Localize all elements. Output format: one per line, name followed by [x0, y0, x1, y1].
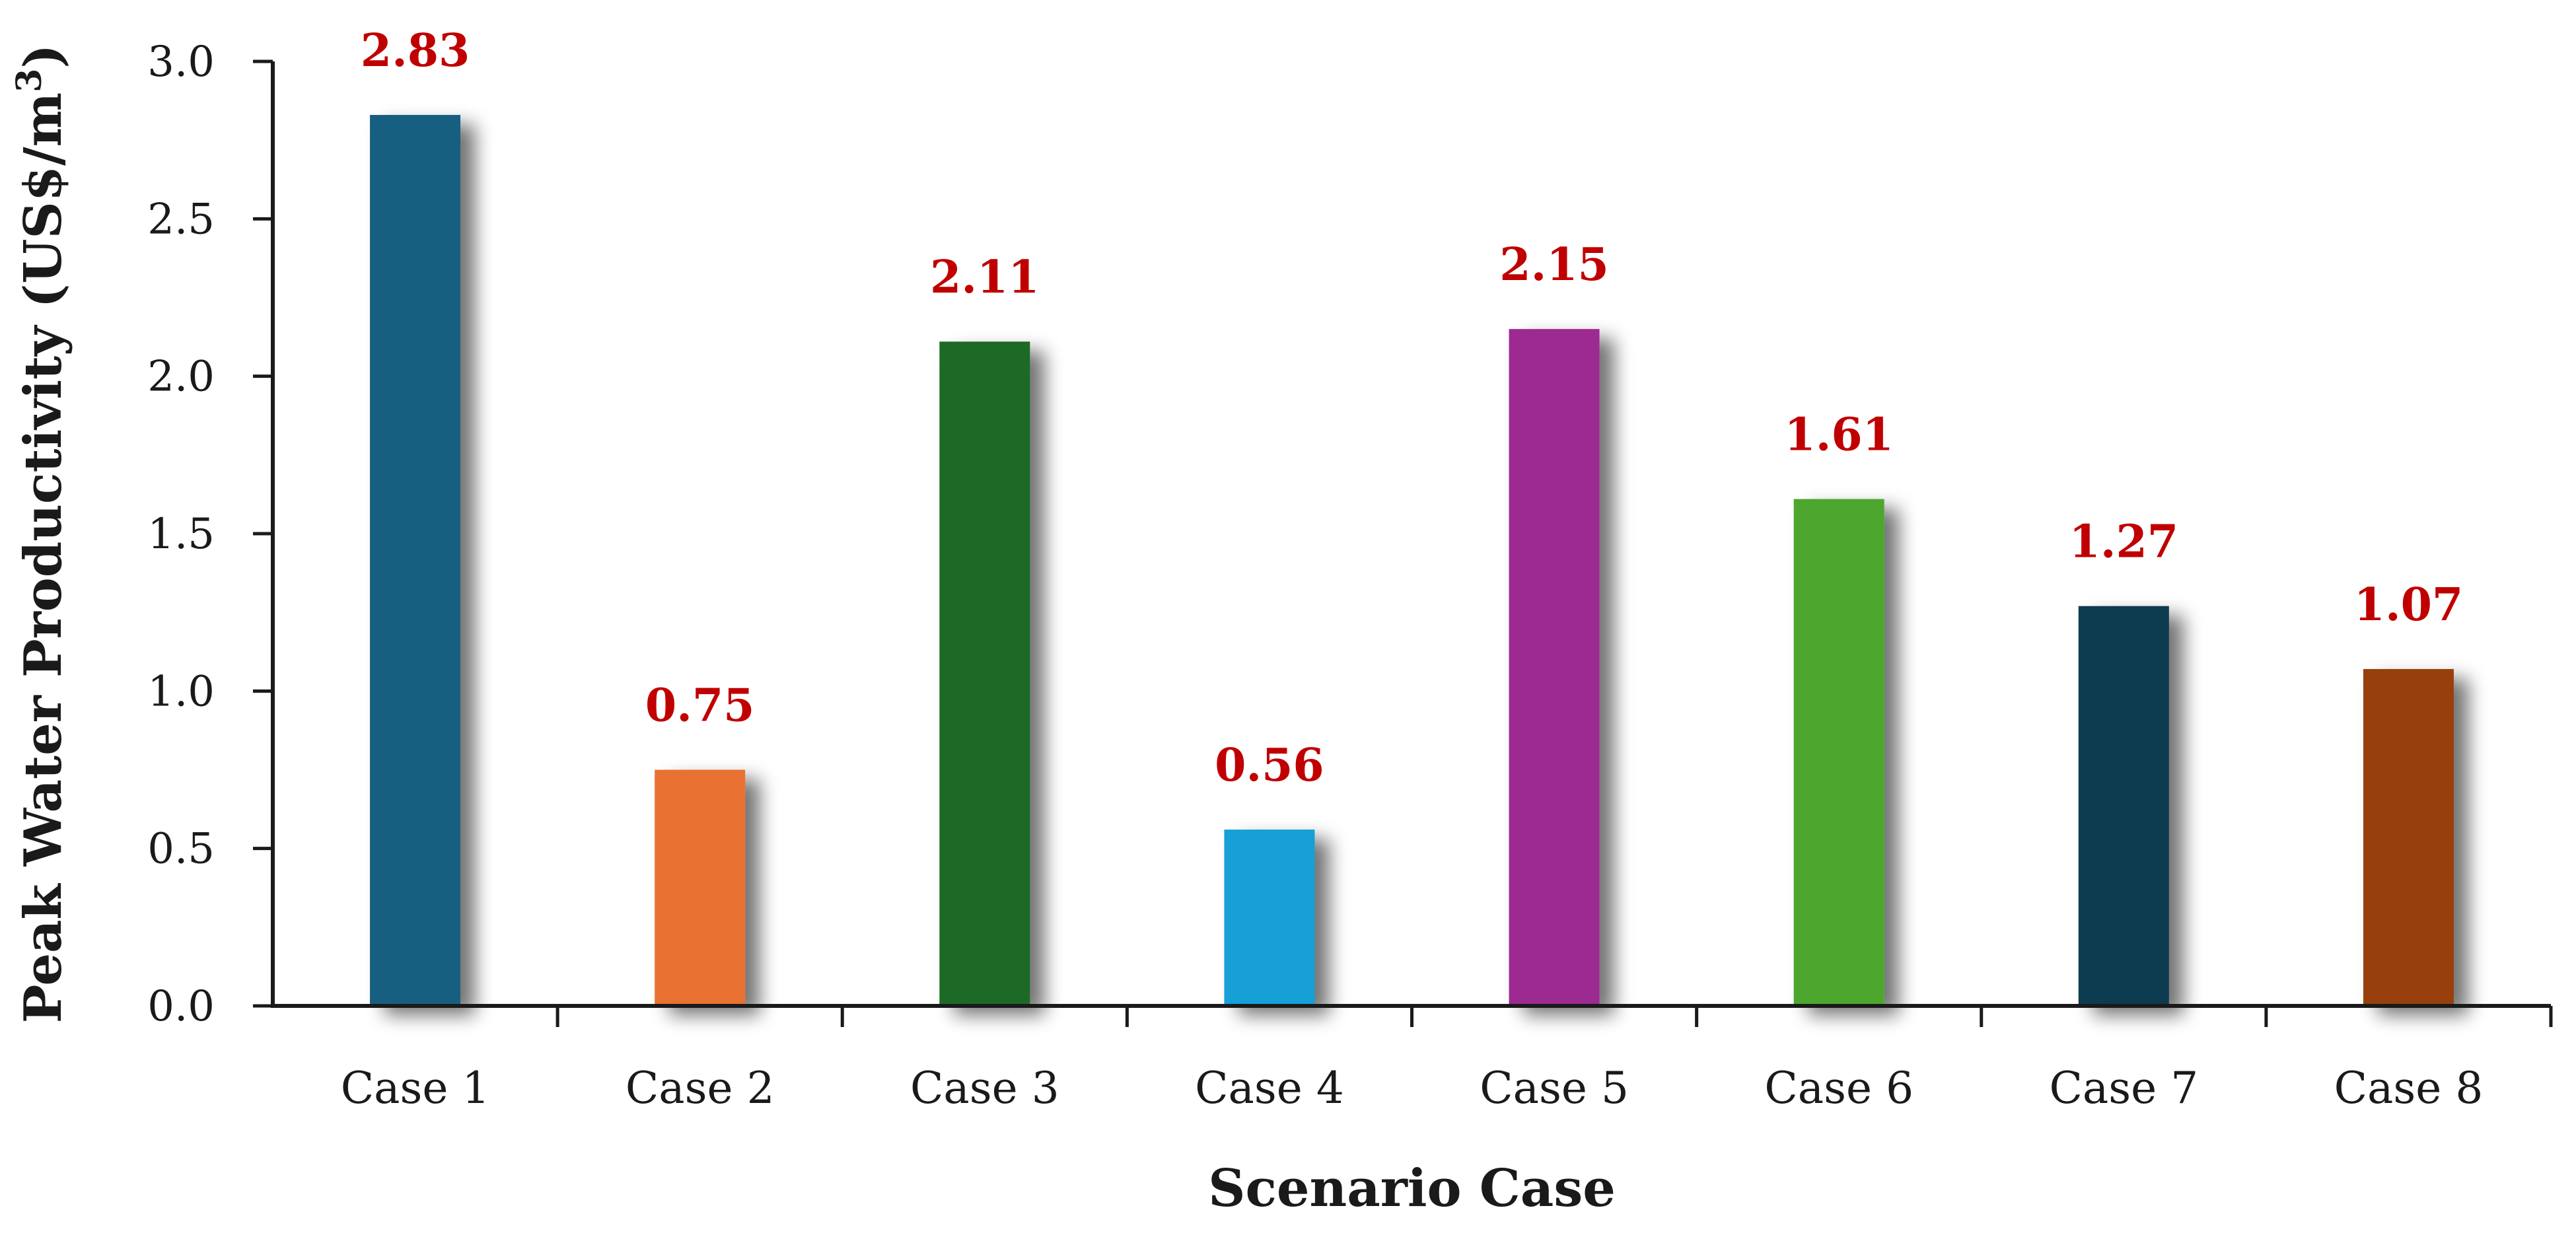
y-ticks-group: 0.0 0.5 1.0 1.5 2.0 2.5 3.0 — [147, 38, 273, 1031]
data-label-8: 1.07 — [2354, 579, 2464, 631]
x-category-label: Case 3 — [910, 1063, 1059, 1114]
y-axis-title: Peak Water Productivity (US$/m3) — [9, 44, 74, 1023]
bar-1 — [370, 115, 461, 1007]
y-tick-label: 1.5 — [147, 510, 215, 559]
y-axis-title-main: Peak Water Productivity (US$/m — [13, 92, 73, 1023]
data-label-5: 2.15 — [1499, 238, 1609, 291]
bar-8 — [2363, 668, 2454, 1006]
bars-group — [370, 115, 2454, 1007]
bar-7 — [2078, 606, 2169, 1006]
x-category-label: Case 1 — [341, 1063, 490, 1114]
x-category-label: Case 7 — [2049, 1063, 2198, 1114]
x-category-label: Case 2 — [626, 1063, 775, 1114]
axes-group — [271, 61, 2551, 1008]
bar-5 — [1509, 329, 1600, 1007]
y-tick-label: 0.0 — [147, 982, 215, 1031]
x-ticks-group: Case 1 Case 2 Case 3 Case 4 Case 5 Case 6 Case… — [341, 1006, 2553, 1114]
bar-2 — [655, 769, 746, 1006]
data-label-6: 1.61 — [1784, 409, 1894, 462]
y-tick-label: 2.0 — [147, 353, 215, 402]
y-tick-label: 2.5 — [147, 195, 215, 244]
data-label-1: 2.83 — [361, 24, 470, 77]
x-category-label: Case 5 — [1480, 1063, 1629, 1114]
data-label-4: 0.56 — [1215, 739, 1324, 792]
bar-4 — [1224, 830, 1315, 1006]
y-tick-label: 1.0 — [147, 667, 215, 716]
x-category-label: Case 4 — [1195, 1063, 1344, 1114]
data-label-7: 1.27 — [2069, 516, 2179, 569]
bar-6 — [1793, 499, 1884, 1006]
y-axis-title-superscript: 3 — [9, 69, 50, 92]
x-category-label: Case 8 — [2334, 1063, 2484, 1114]
x-category-label: Case 6 — [1764, 1063, 1914, 1114]
data-labels-group: 2.83 0.75 2.11 0.56 2.15 1.61 1.27 1.07 — [361, 24, 2464, 792]
x-axis-title: Scenario Case — [1208, 1158, 1616, 1219]
y-axis-title-close: ) — [13, 44, 73, 69]
data-label-2: 0.75 — [645, 680, 755, 732]
bar-3 — [939, 341, 1030, 1006]
y-tick-label: 3.0 — [147, 38, 215, 87]
data-label-3: 2.11 — [930, 251, 1040, 304]
y-tick-label: 0.5 — [147, 825, 215, 874]
